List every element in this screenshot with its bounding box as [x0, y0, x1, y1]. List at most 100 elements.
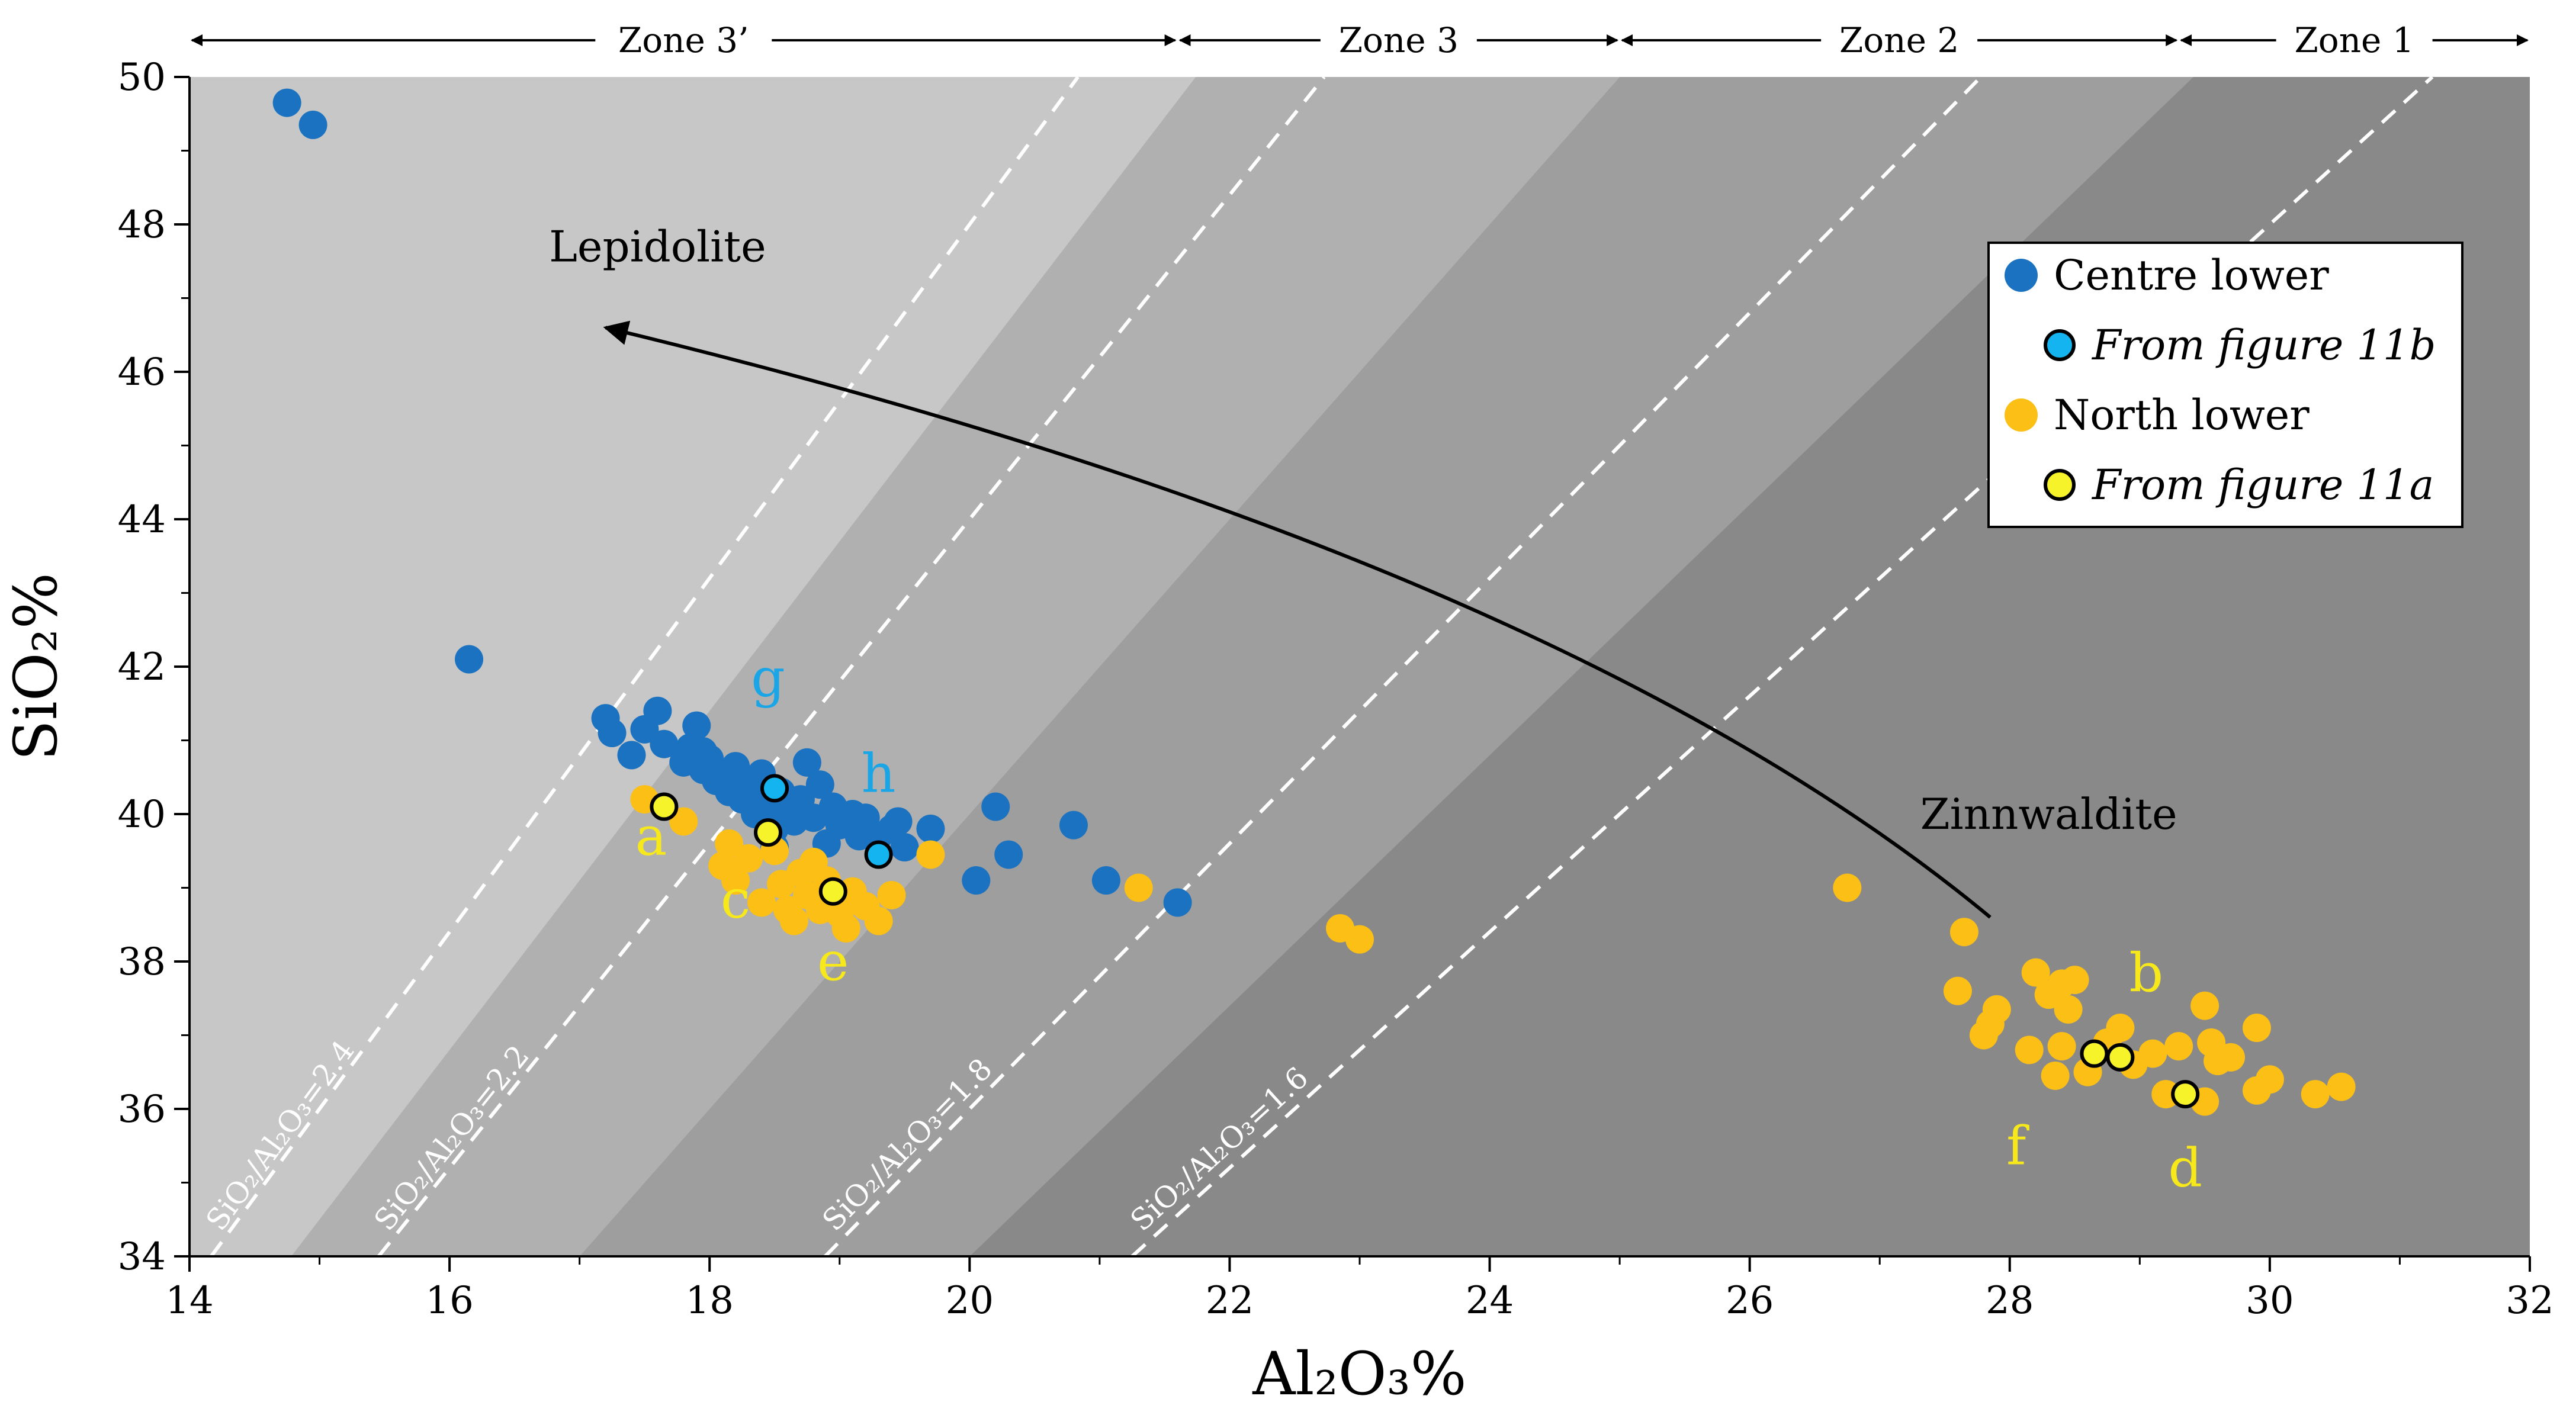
y-tick-label: 44 [118, 498, 166, 542]
data-point [455, 645, 484, 674]
data-point [994, 840, 1023, 869]
data-point [2021, 958, 2050, 987]
axes: 14 16 18 20 22 24 26 28 30 32 34 36 38 40 42 44 46 48 50 Al… [1, 56, 2554, 1408]
y-tick-label: 36 [118, 1088, 166, 1131]
point-label: g [751, 647, 785, 709]
data-point [1833, 873, 1862, 902]
point-label: d [2168, 1137, 2202, 1199]
highlight-point [818, 877, 847, 906]
highlight-point [754, 818, 783, 847]
data-point [2060, 966, 2089, 995]
data-point [831, 914, 860, 943]
data-points [272, 88, 2356, 1116]
y-tick-label: 38 [118, 940, 166, 984]
highlight-point [2080, 1039, 2109, 1068]
data-point [2255, 1065, 2284, 1094]
data-point [298, 110, 327, 139]
legend-label: From figure 11a [2091, 461, 2434, 509]
data-point [650, 729, 679, 758]
legend-marker [2044, 329, 2076, 361]
point-label: a [635, 805, 667, 867]
legend-marker [2044, 469, 2076, 501]
x-axis-title: Al₂O₃% [1252, 1339, 1466, 1408]
data-point [884, 807, 913, 836]
legend-label: North lower [2054, 391, 2310, 439]
data-point [1124, 873, 1153, 902]
y-tick-label: 34 [118, 1235, 166, 1279]
x-tick-label: 30 [2246, 1279, 2294, 1323]
data-point [981, 792, 1010, 821]
data-point [1982, 995, 2011, 1024]
x-tick-label: 26 [1726, 1279, 1774, 1323]
data-point [2242, 1014, 2271, 1043]
ratio-line [210, 77, 1080, 1256]
data-point [747, 888, 776, 917]
data-point [877, 880, 906, 909]
y-tick-label: 50 [118, 56, 166, 99]
data-point [1949, 918, 1978, 947]
data-point [2190, 991, 2220, 1020]
zone-band [579, 77, 2193, 1256]
data-point [1059, 811, 1088, 840]
data-point [2151, 1080, 2180, 1109]
data-point [2015, 1035, 2044, 1065]
data-point [2301, 1080, 2330, 1109]
point-label: f [2006, 1115, 2029, 1177]
data-point [2106, 1014, 2135, 1043]
mineral-annotation: Zinnwaldite [1920, 789, 2177, 839]
data-point [916, 814, 945, 843]
y-tick-label: 40 [118, 793, 166, 837]
data-point [272, 88, 301, 117]
zone-header: Zone 3’ Zone 3 Zone 2 Zone 1 [191, 20, 2529, 60]
zone-label: Zone 1 [2294, 20, 2414, 60]
data-point [805, 770, 834, 799]
legend-marker [2005, 259, 2038, 292]
data-point [715, 829, 744, 858]
y-tick-label: 42 [118, 645, 166, 689]
data-point [669, 807, 698, 836]
data-point [682, 711, 711, 740]
data-point [864, 906, 893, 935]
zone-label: Zone 3’ [618, 20, 749, 60]
x-tick-label: 22 [1206, 1279, 1254, 1323]
data-point [643, 696, 672, 725]
highlight-point [760, 774, 789, 803]
data-point [689, 737, 718, 766]
data-point [1345, 925, 1374, 954]
x-tick-label: 28 [1986, 1279, 2034, 1323]
x-tick-label: 18 [686, 1279, 734, 1323]
data-point [1091, 866, 1120, 895]
data-point [598, 719, 627, 748]
zone-band [189, 77, 1196, 1256]
x-tick-label: 32 [2506, 1279, 2553, 1323]
data-point [916, 840, 945, 869]
highlight-point [650, 792, 679, 821]
trend-arrow-path [603, 320, 1992, 919]
x-tick-label: 16 [425, 1279, 473, 1323]
trend-arrow: Lepidolite Zinnwaldite [549, 221, 2177, 919]
point-label: c [721, 868, 750, 930]
point-label: b [2129, 942, 2163, 1004]
data-point [2047, 1032, 2076, 1061]
point-labels: g h ac e b f d [635, 647, 2202, 1199]
point-label: h [862, 743, 896, 805]
y-tick-label: 46 [118, 350, 166, 394]
zone-band [291, 77, 1620, 1256]
y-axis-title: SiO₂% [1, 573, 70, 761]
data-point [617, 741, 646, 770]
data-point [2327, 1072, 2356, 1101]
x-tick-label: 14 [165, 1279, 213, 1323]
highlight-point [864, 840, 893, 869]
mineral-annotation: Lepidolite [549, 221, 766, 271]
data-point [779, 906, 808, 935]
data-point [2164, 1032, 2193, 1061]
legend-label: From figure 11b [2091, 321, 2436, 369]
data-point [962, 866, 991, 895]
highlight-point [2106, 1043, 2135, 1072]
point-label: e [817, 931, 849, 993]
data-point [2041, 1061, 2070, 1090]
zone-label: Zone 3 [1339, 20, 1459, 60]
ratio-line [377, 77, 1326, 1256]
legend-label: Centre lower [2054, 251, 2329, 300]
